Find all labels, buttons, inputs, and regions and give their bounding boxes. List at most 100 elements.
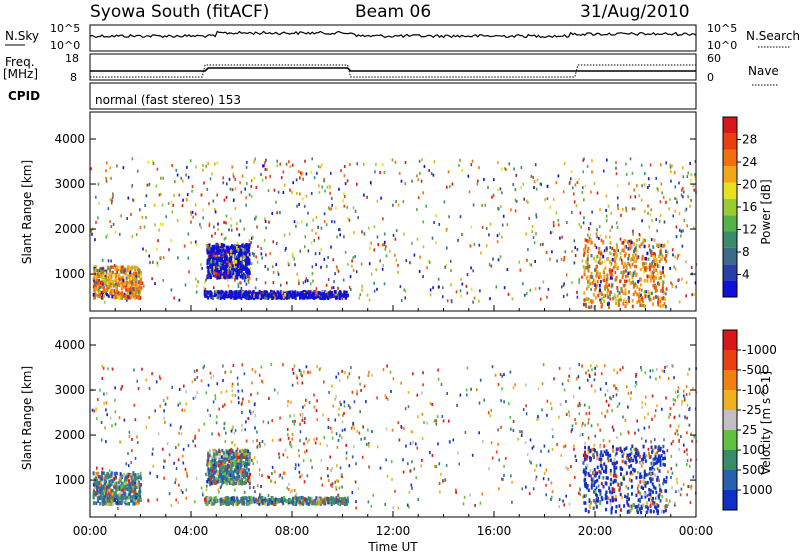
- echo-cell: [658, 282, 661, 286]
- echo-cell: [115, 485, 118, 489]
- echo-cell: [245, 439, 248, 443]
- echo-cell: [246, 266, 249, 271]
- echo-cell: [574, 246, 576, 250]
- echo-cell: [241, 276, 244, 280]
- echo-cell: [338, 228, 340, 232]
- echo-cell: [600, 238, 603, 243]
- echo-cell: [245, 256, 248, 260]
- echo-cell: [256, 391, 259, 395]
- echo-cell: [682, 166, 684, 170]
- echo-cell: [503, 473, 505, 477]
- echo-cell: [299, 292, 302, 296]
- echo-cell: [213, 262, 216, 267]
- echo-cell: [481, 492, 483, 496]
- echo-cell: [214, 231, 216, 235]
- echo-cell: [111, 474, 114, 478]
- echo-cell: [90, 229, 93, 233]
- echo-cell: [562, 445, 565, 449]
- echo-cell: [213, 265, 216, 270]
- echo-cell: [191, 380, 194, 384]
- echo-cell: [652, 302, 654, 306]
- echo-cell: [207, 274, 210, 279]
- echo-cell: [288, 292, 291, 297]
- echo-cell: [357, 487, 360, 491]
- echo-cell: [277, 438, 280, 442]
- echo-cell: [228, 275, 231, 279]
- echo-cell: [104, 474, 107, 479]
- nave-trace: [90, 64, 696, 78]
- echo-cell: [649, 163, 652, 167]
- echo-cell: [258, 442, 261, 445]
- echo-cell: [277, 190, 280, 194]
- echo-cell: [331, 220, 333, 224]
- echo-cell: [105, 401, 108, 405]
- echo-cell: [692, 475, 695, 479]
- echo-cell: [656, 264, 659, 268]
- echo-cell: [133, 286, 136, 291]
- echo-cell: [284, 448, 287, 452]
- echo-cell: [611, 246, 614, 251]
- echo-cell: [240, 456, 243, 461]
- echo-cell: [366, 195, 368, 199]
- echo-cell: [547, 287, 550, 291]
- echo-cell: [301, 374, 303, 378]
- echo-cell: [628, 504, 631, 508]
- echo-cell: [310, 192, 313, 195]
- echo-cell: [585, 371, 587, 375]
- echo-cell: [503, 286, 506, 290]
- echo-cell: [227, 245, 229, 250]
- echo-cell: [599, 234, 602, 238]
- echo-cell: [96, 269, 99, 273]
- echo-cell: [442, 419, 445, 423]
- echo-cell: [608, 305, 610, 309]
- echo-cell: [214, 455, 217, 459]
- echo-cell: [550, 497, 552, 501]
- echo-cell: [213, 271, 216, 275]
- echo-cell: [320, 265, 322, 269]
- echo-cell: [624, 262, 627, 267]
- echo-cell: [166, 442, 169, 446]
- echo-cell: [256, 260, 259, 264]
- echo-cell: [675, 429, 678, 433]
- echo-cell: [349, 163, 351, 167]
- echo-cell: [213, 286, 215, 290]
- echo-cell: [609, 251, 612, 255]
- echo-cell: [358, 296, 361, 300]
- echo-cell: [511, 480, 513, 484]
- echo-cell: [576, 247, 579, 251]
- echo-cell: [591, 170, 593, 174]
- echo-cell: [230, 429, 233, 433]
- echo-cell: [313, 176, 316, 180]
- echo-cell: [224, 290, 227, 295]
- echo-cell: [501, 191, 503, 195]
- echo-cell: [255, 277, 258, 281]
- echo-cell: [117, 265, 120, 270]
- echo-cell: [680, 487, 683, 491]
- echo-cell: [259, 444, 261, 448]
- echo-cell: [126, 265, 129, 270]
- echo-cell: [586, 249, 589, 254]
- echo-cell: [591, 368, 593, 372]
- echo-cell: [224, 254, 227, 259]
- echo-cell: [280, 296, 283, 300]
- echo-cell: [584, 266, 587, 270]
- echo-cell: [644, 371, 647, 375]
- echo-cell: [649, 297, 652, 302]
- echo-cell: [105, 276, 107, 280]
- echo-cell: [379, 466, 382, 470]
- echo-cell: [196, 375, 199, 379]
- echo-cell: [569, 367, 571, 371]
- echo-cell: [584, 441, 586, 445]
- echo-cell: [497, 258, 500, 262]
- echo-cell: [376, 287, 378, 291]
- echo-cell: [563, 255, 566, 259]
- echo-cell: [93, 274, 96, 278]
- echo-cell: [593, 443, 595, 447]
- echo-cell: [134, 293, 137, 298]
- echo-cell: [274, 480, 276, 484]
- echo-cell: [615, 166, 617, 170]
- echo-cell: [230, 224, 232, 228]
- echo-cell: [565, 466, 567, 470]
- echo-cell: [635, 249, 638, 253]
- echo-cell: [288, 488, 290, 491]
